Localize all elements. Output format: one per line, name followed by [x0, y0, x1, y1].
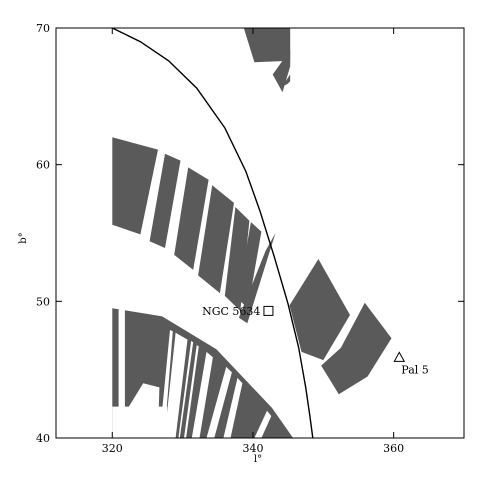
boundary-curve-layer	[111, 28, 314, 438]
axis-ticks: 320 340 360 40 50 60 70	[36, 22, 464, 455]
stripe-gap-1	[118, 309, 125, 438]
stripe-2	[272, 49, 291, 93]
stripe-5	[149, 153, 181, 248]
stripe-gap-12	[133, 421, 147, 438]
ngc-5634-marker	[263, 305, 274, 316]
x-tick-label: 340	[242, 442, 263, 455]
stripe-10	[238, 233, 276, 324]
stripe-gap-7	[206, 366, 232, 438]
stripe-gap-5	[184, 345, 199, 438]
y-tick-label: 60	[36, 159, 50, 172]
stripe-gap-9	[112, 406, 168, 438]
stripe-6	[174, 167, 209, 270]
stripe-gap-6	[191, 351, 213, 438]
stripe-11	[289, 259, 350, 361]
stripe-gaps	[112, 309, 272, 438]
stripe-gap-8	[223, 377, 243, 438]
y-tick-label: 40	[36, 432, 50, 445]
x-tick-label: 360	[383, 442, 404, 455]
stripe-3	[281, 74, 291, 87]
plot-frame	[55, 27, 465, 439]
annotations: NGC 5634 Pal 5	[202, 305, 429, 376]
stripe-9	[237, 222, 262, 309]
y-tick-label: 50	[36, 295, 50, 308]
pal-5-label: Pal 5	[401, 363, 428, 376]
stripe-12	[321, 302, 392, 395]
stripe-gap-3	[164, 332, 188, 438]
stripe-7	[198, 185, 234, 294]
stripe-gap-11	[254, 410, 272, 438]
survey-stripes	[112, 28, 392, 438]
y-tick-label: 70	[36, 22, 50, 35]
stripe-4	[112, 137, 158, 235]
stripe-gap-4	[178, 341, 194, 438]
stripe-1	[243, 28, 291, 63]
stripe-8	[224, 207, 250, 311]
stripe-gap-10	[126, 383, 160, 411]
boundary-curve	[111, 28, 314, 438]
x-tick-label: 320	[102, 442, 123, 455]
ngc-5634-label: NGC 5634	[202, 305, 260, 318]
x-axis-label: l°	[254, 454, 262, 465]
pal-5-marker	[393, 351, 406, 362]
y-axis-label: b°	[18, 232, 29, 243]
